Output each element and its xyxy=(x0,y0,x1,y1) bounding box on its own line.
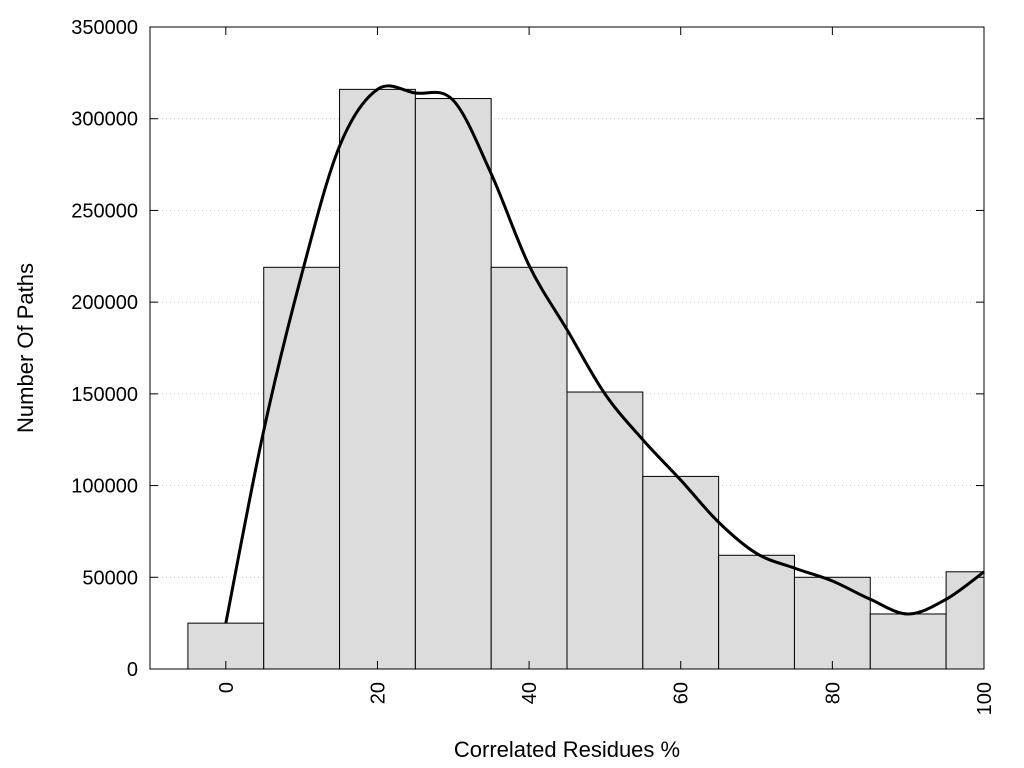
histogram-bar xyxy=(718,554,795,670)
y-axis-label: Number Of Paths xyxy=(13,263,38,433)
y-tick-label: 0 xyxy=(127,659,138,681)
histogram-bar xyxy=(339,88,416,670)
histogram-bar xyxy=(945,571,985,670)
histogram-bar xyxy=(869,613,947,670)
y-tick-label: 50000 xyxy=(82,567,138,589)
x-tick-label: 0 xyxy=(216,682,238,693)
histogram-bars xyxy=(187,88,985,670)
y-tick-label: 200000 xyxy=(71,292,138,314)
density-curve xyxy=(224,84,985,624)
x-axis-label: Correlated Residues % xyxy=(454,737,680,762)
y-tick-label: 150000 xyxy=(71,384,138,406)
histogram-bar xyxy=(414,98,492,670)
histogram-bar xyxy=(642,475,720,670)
y-tick-label: 250000 xyxy=(71,200,138,222)
x-tick-label: 60 xyxy=(671,682,693,704)
x-axis-ticks: 0 20 40 60 80 100 xyxy=(216,27,996,715)
histogram-bar xyxy=(566,391,644,670)
x-tick-label: 20 xyxy=(367,682,389,704)
histogram-bar xyxy=(793,576,871,670)
y-tick-label: 100000 xyxy=(71,476,138,498)
y-axis-ticks: 0 50000 100000 150000 200000 250000 300000 3500… xyxy=(71,17,984,681)
plot-frame xyxy=(149,26,985,670)
histogram-bar xyxy=(263,266,341,670)
histogram-bar xyxy=(490,266,568,670)
y-tick-label: 350000 xyxy=(71,17,138,39)
x-tick-label: 40 xyxy=(519,682,541,704)
x-tick-label: 100 xyxy=(974,682,996,715)
x-tick-label: 80 xyxy=(822,682,844,704)
y-tick-label: 300000 xyxy=(71,109,138,131)
